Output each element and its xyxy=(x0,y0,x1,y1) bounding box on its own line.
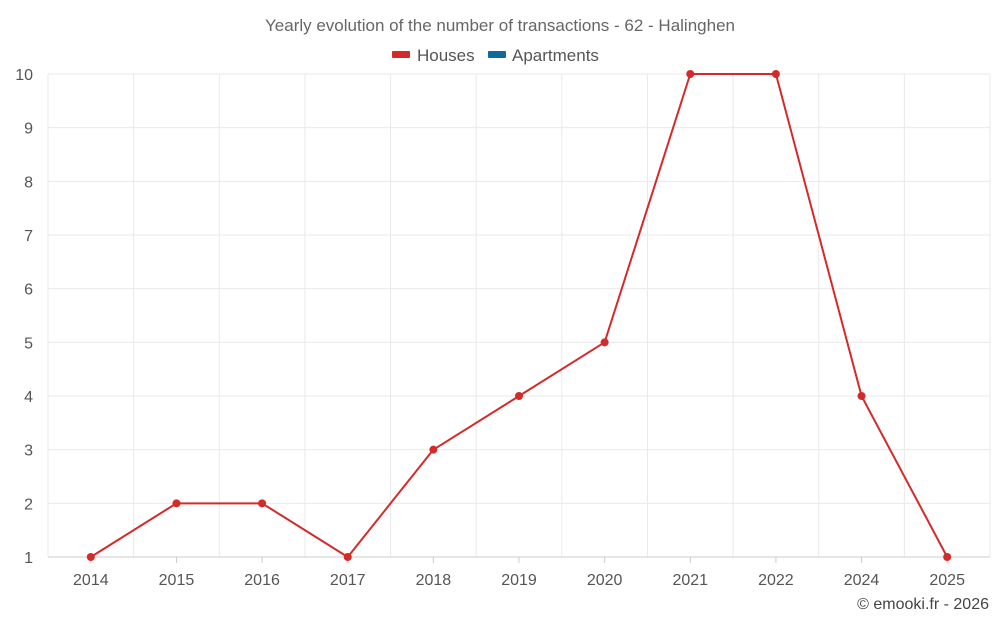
y-tick-label: 10 xyxy=(15,67,33,84)
x-tick-label: 2018 xyxy=(416,572,452,589)
x-tick-label: 2024 xyxy=(844,572,880,589)
y-tick-label: 9 xyxy=(24,121,33,138)
data-point-houses[interactable] xyxy=(343,553,352,561)
y-tick-label: 2 xyxy=(24,496,33,513)
credit-text: © emooki.fr - 2026 xyxy=(857,596,989,613)
data-point-houses[interactable] xyxy=(771,70,780,78)
y-axis-ticks: 1 2 3 4 5 6 7 8 9 10 xyxy=(15,67,33,567)
x-tick-label: 2021 xyxy=(672,572,708,589)
x-tick-label: 2015 xyxy=(159,572,195,589)
legend-item-apartments[interactable]: Apartments xyxy=(488,46,599,65)
legend-item-houses[interactable]: Houses xyxy=(392,46,475,65)
y-tick-label: 1 xyxy=(24,550,33,567)
x-tick-label: 2025 xyxy=(929,572,965,589)
y-tick-label: 7 xyxy=(24,228,33,245)
y-tick-label: 3 xyxy=(24,443,33,460)
x-tick-label: 2020 xyxy=(587,572,623,589)
data-point-houses[interactable] xyxy=(600,338,609,347)
x-tick-label: 2019 xyxy=(501,572,537,589)
y-tick-label: 6 xyxy=(24,282,33,299)
x-tick-label: 2016 xyxy=(244,572,280,589)
grid xyxy=(47,73,991,557)
x-tick-label: 2014 xyxy=(73,572,109,589)
legend-swatch-houses xyxy=(392,51,410,58)
data-point-houses[interactable] xyxy=(86,553,95,561)
series xyxy=(86,70,952,561)
data-point-houses[interactable] xyxy=(857,392,866,400)
data-point-houses[interactable] xyxy=(686,70,695,78)
y-tick-label: 8 xyxy=(24,174,33,191)
x-tick-label: 2017 xyxy=(330,572,366,589)
data-point-houses[interactable] xyxy=(429,445,438,454)
x-axis-ticks: 2014 2015 2016 2017 2018 2019 2020 2021 2022 2024… xyxy=(73,557,965,589)
legend-label-houses: Houses xyxy=(417,46,475,65)
chart-title: Yearly evolution of the number of transa… xyxy=(265,16,735,35)
data-point-houses[interactable] xyxy=(172,499,181,508)
data-point-houses[interactable] xyxy=(258,499,267,508)
legend-label-apartments: Apartments xyxy=(512,46,599,65)
data-point-houses[interactable] xyxy=(515,392,523,400)
legend: Houses Apartments xyxy=(392,46,599,65)
data-point-houses[interactable] xyxy=(943,553,952,561)
y-tick-label: 5 xyxy=(24,335,33,352)
legend-swatch-apartments xyxy=(488,51,506,58)
y-tick-label: 4 xyxy=(24,389,33,406)
x-tick-label: 2022 xyxy=(758,572,794,589)
